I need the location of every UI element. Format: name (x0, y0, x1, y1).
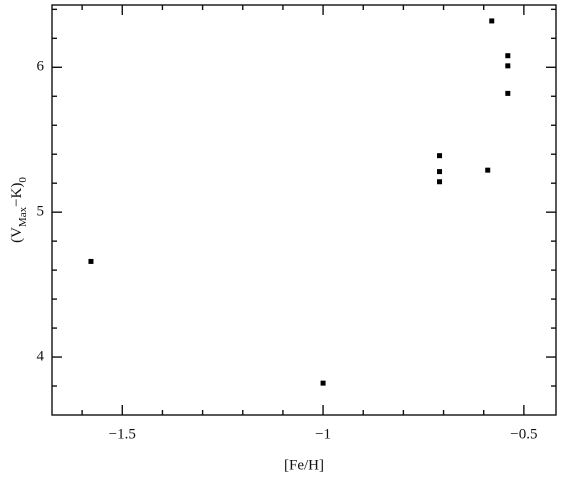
x-tick-label: −0.5 (510, 426, 537, 442)
point (320, 380, 326, 386)
y-tick-label: 6 (37, 59, 45, 75)
y-axis-label-part: −K) (9, 183, 25, 207)
point (437, 153, 443, 159)
plot-frame (51, 4, 557, 416)
y-axis-label: (VMax−K)0 (9, 177, 28, 243)
point (88, 258, 94, 264)
y-axis-label-part: Max (17, 206, 29, 227)
y-axis-label-part: 0 (17, 177, 29, 183)
y-tick-label: 4 (37, 348, 45, 364)
point (437, 169, 443, 175)
point (437, 179, 443, 185)
x-axis-label: [Fe/H] (284, 457, 324, 473)
point (505, 90, 511, 96)
y-axis-label-part: (V (9, 227, 25, 243)
y-tick-label: 5 (37, 204, 45, 220)
point (485, 167, 491, 173)
x-tick-label: −1.5 (109, 426, 136, 442)
x-tick-label: −1 (315, 426, 331, 442)
point (505, 63, 511, 69)
point (505, 53, 511, 59)
point (489, 18, 495, 24)
